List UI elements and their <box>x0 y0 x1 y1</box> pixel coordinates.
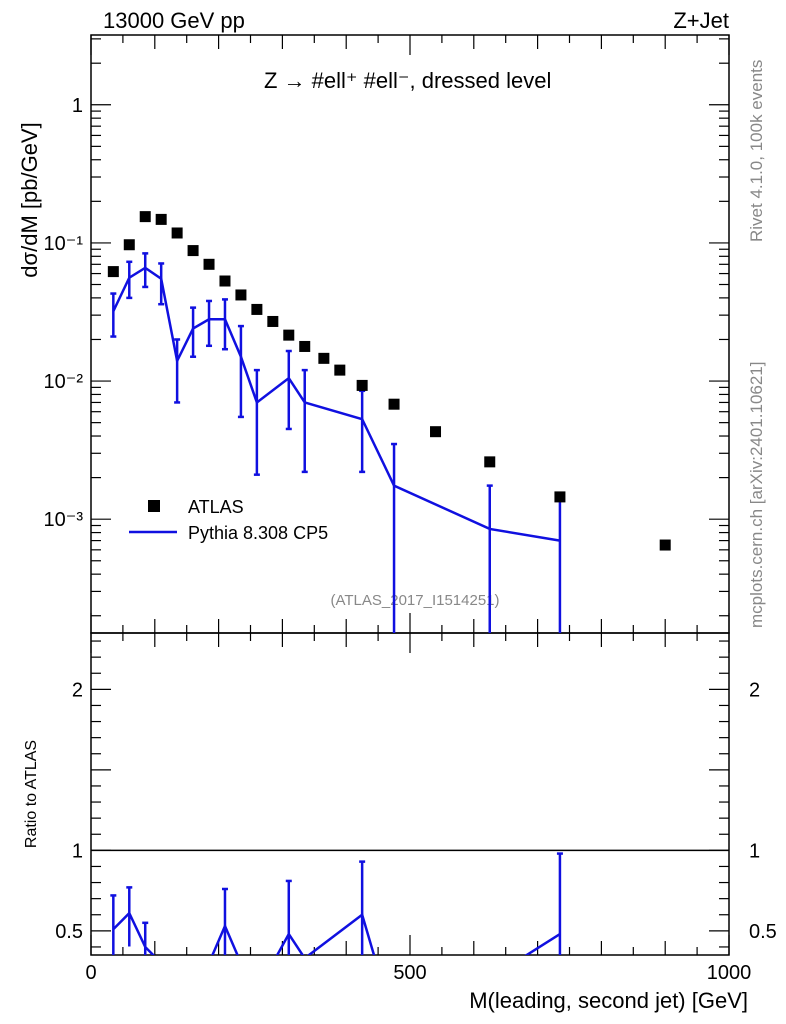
legend-mc-label: Pythia 8.308 CP5 <box>188 523 328 543</box>
legend: ATLAS Pythia 8.308 CP5 <box>129 497 328 543</box>
ratio-panel-frame <box>90 632 730 956</box>
x-tick-label: 1000 <box>707 962 752 984</box>
data-point <box>107 266 119 278</box>
main-panel-frame <box>90 34 730 634</box>
data-point <box>139 211 151 223</box>
energy-label: 13000 GeV pp <box>103 8 245 33</box>
data-point <box>430 426 442 438</box>
plot-title: Z → #ell⁺ #ell⁻, dressed level <box>264 68 551 93</box>
ratio-y-tick-label-right: 1 <box>749 840 760 862</box>
main-y-tick-label: 1 <box>72 95 83 117</box>
data-point <box>155 213 167 225</box>
ratio-mc-line <box>112 910 561 955</box>
data-point <box>388 398 400 410</box>
data-point <box>235 289 247 301</box>
data-point <box>267 315 279 327</box>
data-point <box>283 329 295 341</box>
analysis-id: (ATLAS_2017_I1514251) <box>330 592 499 609</box>
mc-line <box>112 266 561 542</box>
data-point <box>171 227 183 239</box>
x-tick-label: 0 <box>85 962 96 984</box>
data-point <box>123 239 135 251</box>
data-point <box>318 352 330 364</box>
main-y-axis-ticks <box>91 38 729 617</box>
main-y-tick-label: 10⁻¹ <box>44 233 84 255</box>
main-y-axis-title: dσ/dM [pb/GeV] <box>17 122 42 277</box>
main-y-axis-labels: 1 10⁻¹ 10⁻² 10⁻³ <box>44 95 84 531</box>
x-axis-ticks <box>90 35 730 955</box>
ratio-y-tick-label-left: 0.5 <box>55 921 83 943</box>
data-series-main <box>107 211 671 551</box>
ratio-y-axis-title: Ratio to ATLAS <box>23 740 40 848</box>
x-axis-title: M(leading, second jet) [GeV] <box>469 988 748 1013</box>
data-point <box>187 245 199 257</box>
main-y-tick-label: 10⁻² <box>44 371 84 393</box>
side-top-label: Rivet 4.1.0, 100k events <box>747 60 766 242</box>
x-tick-label: 500 <box>393 962 426 984</box>
ratio-y-axis-ticks <box>91 640 729 948</box>
ratio-y-tick-label-right: 0.5 <box>749 921 777 943</box>
mc-series-ratio <box>110 852 563 955</box>
data-point <box>356 379 368 391</box>
side-bottom-label: mcplots.cern.ch [arXiv:2401.10621] <box>747 362 766 628</box>
data-point <box>299 340 311 352</box>
legend-data-label: ATLAS <box>188 497 244 517</box>
ratio-y-tick-label-right: 2 <box>749 679 760 701</box>
ratio-y-tick-label-left: 1 <box>72 840 83 862</box>
data-point <box>659 539 671 551</box>
data-point <box>203 258 215 270</box>
data-point <box>484 456 496 468</box>
legend-data-marker <box>148 500 160 512</box>
data-point <box>251 303 263 315</box>
main-y-tick-label: 10⁻³ <box>44 509 84 531</box>
data-point <box>334 364 346 376</box>
data-point <box>219 275 231 287</box>
ratio-y-tick-label-left: 2 <box>72 679 83 701</box>
ratio-y-axis-labels: 0.5 0.5 1 1 2 2 <box>55 679 777 943</box>
data-point <box>554 491 566 503</box>
process-label: Z+Jet <box>673 8 729 33</box>
x-axis-labels: 0 500 1000 <box>85 962 751 984</box>
